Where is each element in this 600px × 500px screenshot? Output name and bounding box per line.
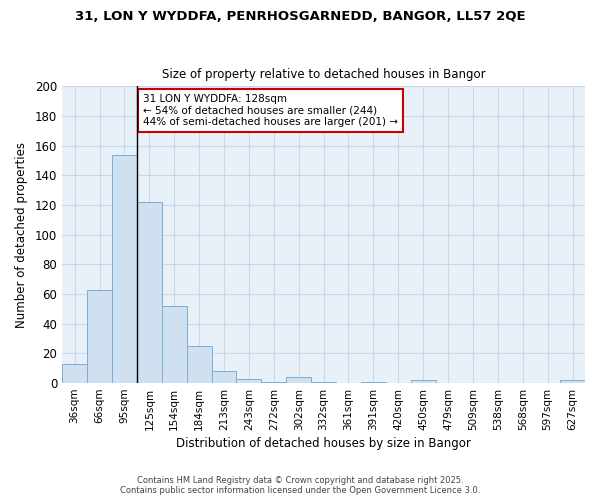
Bar (162, 306, 187, 383)
Text: 31 LON Y WYDDFA: 128sqm
← 54% of detached houses are smaller (244)
44% of semi-d: 31 LON Y WYDDFA: 128sqm ← 54% of detache… (143, 94, 398, 127)
Bar (560, 380, 585, 383)
Bar (137, 202, 162, 383)
Bar (187, 346, 212, 383)
Bar (311, 382, 336, 383)
Title: Size of property relative to detached houses in Bangor: Size of property relative to detached ho… (162, 68, 485, 81)
Bar (87, 290, 112, 383)
Bar (411, 380, 436, 383)
Y-axis label: Number of detached properties: Number of detached properties (15, 142, 28, 328)
Text: Contains HM Land Registry data © Crown copyright and database right 2025.
Contai: Contains HM Land Registry data © Crown c… (120, 476, 480, 495)
Bar (262, 382, 286, 383)
Bar (236, 378, 262, 383)
X-axis label: Distribution of detached houses by size in Bangor: Distribution of detached houses by size … (176, 437, 471, 450)
Bar (112, 154, 137, 383)
Bar (286, 377, 311, 383)
Bar (361, 382, 386, 383)
Text: 31, LON Y WYDDFA, PENRHOSGARNEDD, BANGOR, LL57 2QE: 31, LON Y WYDDFA, PENRHOSGARNEDD, BANGOR… (74, 10, 526, 23)
Bar (62, 364, 87, 383)
Bar (212, 371, 236, 383)
